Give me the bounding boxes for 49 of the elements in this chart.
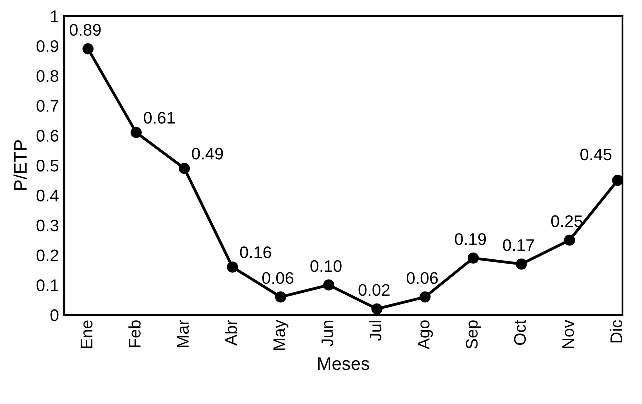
y-axis-title: P/ETP: [14, 140, 28, 190]
point: [468, 252, 480, 264]
x-tick-label: Ene: [81, 320, 93, 348]
point: [179, 163, 190, 174]
point: [130, 127, 142, 138]
y-tick-label: 0.3: [36, 220, 59, 232]
data-label: 0.10: [310, 260, 342, 272]
y-tick-label: 0.7: [36, 100, 59, 112]
x-tick-label: Abr: [224, 320, 238, 346]
y-tick-label: 0.8: [36, 70, 59, 82]
x-axis-title: Meses: [318, 358, 370, 370]
data-label: 0.02: [358, 284, 390, 296]
point: [275, 292, 286, 303]
data-label: 0.19: [455, 234, 486, 246]
point: [323, 280, 335, 291]
y-tick-label: 1: [51, 10, 59, 22]
point: [612, 175, 624, 186]
y-tick-label: 0.4: [36, 190, 59, 202]
x-tick-label: Feb: [128, 320, 141, 348]
x-tick-label: Jul: [369, 321, 382, 342]
x-tick-label: Dic: [610, 320, 622, 343]
x-tick-label: Jun: [322, 321, 334, 347]
data-label: 0.06: [262, 272, 294, 284]
y-tick-label: 0.5: [36, 160, 59, 172]
point: [516, 258, 528, 270]
data-label: 0.89: [70, 24, 101, 36]
y-tick-label: 0.9: [36, 40, 59, 52]
x-tick-label: Nov: [562, 320, 574, 348]
x-tick-label: May: [274, 320, 289, 350]
data-label: 0.25: [551, 216, 583, 228]
x-tick-label: Ago: [418, 320, 434, 350]
y-tick-label: 0.2: [36, 250, 59, 262]
point: [420, 292, 431, 303]
point: [564, 234, 576, 246]
point: [82, 43, 94, 55]
x-tick-label: Mar: [177, 320, 190, 348]
data-label: 0.06: [406, 272, 438, 284]
x-tick-label: Oct: [514, 320, 526, 346]
data-label: 0.61: [144, 112, 175, 124]
y-tick-label: 0.1: [36, 280, 59, 292]
data-label: 0.17: [503, 239, 534, 252]
point: [227, 262, 238, 273]
point: [372, 304, 383, 315]
y-tick-label: 0: [50, 310, 59, 322]
x-tick-label: Sep: [466, 320, 482, 349]
y-tick-label: 0.6: [36, 130, 59, 142]
data-label: 0.49: [192, 148, 224, 160]
data-label: 0.45: [580, 148, 612, 161]
data-label: 0.16: [240, 246, 272, 258]
